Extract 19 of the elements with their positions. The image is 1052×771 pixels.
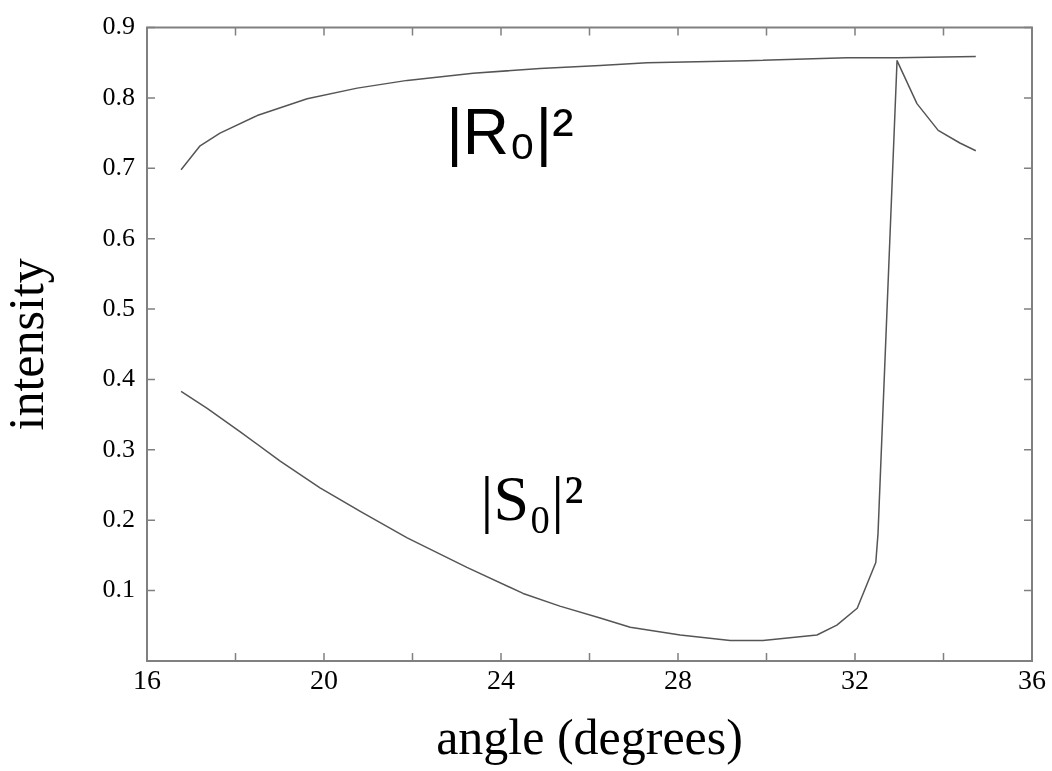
x-tick-label: 16 — [133, 664, 161, 696]
y-tick-label: 0.6 — [102, 222, 135, 252]
series-label: |S₀|² — [480, 463, 584, 535]
x-axis-title: angle (degrees) — [436, 709, 743, 766]
y-tick-label: 0.9 — [102, 11, 135, 41]
x-tick-label: 24 — [487, 664, 515, 696]
y-axis-title: intensity — [0, 258, 55, 431]
y-tick-label: 0.3 — [102, 433, 135, 463]
x-tick-label: 28 — [664, 664, 692, 696]
x-tick-label: 32 — [841, 664, 869, 696]
y-tick-label: 0.8 — [102, 81, 135, 111]
y-tick-label: 0.4 — [102, 363, 135, 393]
x-tick-label: 36 — [1018, 664, 1046, 696]
series-label: |R₀|² — [446, 96, 574, 169]
y-tick-label: 0.7 — [102, 152, 135, 182]
x-tick-label: 20 — [310, 664, 338, 696]
y-tick-label: 0.1 — [102, 574, 135, 604]
y-tick-label: 0.2 — [102, 504, 135, 534]
y-tick-label: 0.5 — [102, 292, 135, 322]
